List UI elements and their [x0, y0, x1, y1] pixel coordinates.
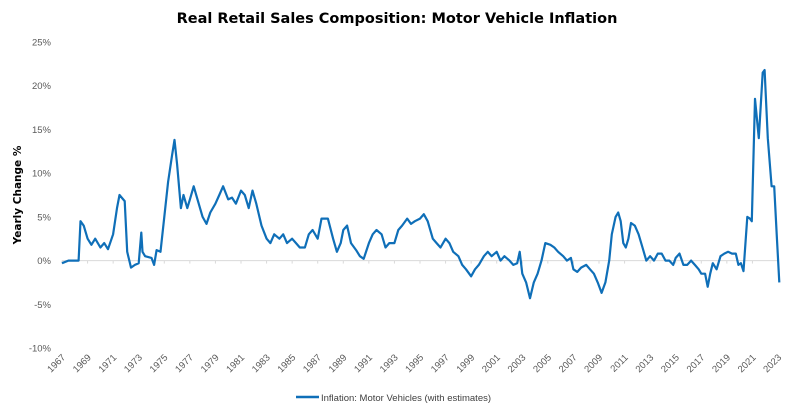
- chart-title: Real Retail Sales Composition: Motor Veh…: [177, 11, 618, 27]
- x-tick-label: 2021: [736, 352, 759, 375]
- x-tick-label: 2017: [685, 352, 708, 375]
- x-tick-label: 2015: [659, 352, 682, 375]
- x-tick-label: 2019: [710, 352, 733, 375]
- y-tick-label: 15%: [32, 125, 52, 136]
- y-tick-label: 5%: [37, 212, 51, 223]
- x-tick-label: 1969: [71, 352, 94, 375]
- y-tick-label: -5%: [34, 300, 51, 311]
- x-tick-label: 2001: [480, 352, 503, 375]
- x-tick-label: 1975: [148, 352, 171, 375]
- x-tick-label: 1981: [224, 352, 247, 375]
- y-tick-label: 10%: [32, 169, 52, 180]
- y-axis-label: Yearly Change %: [12, 145, 24, 245]
- x-tick-label: 2023: [761, 352, 784, 375]
- x-tick-label: 1979: [199, 352, 222, 375]
- x-tick-label: 1999: [455, 352, 478, 375]
- x-tick-label: 1983: [250, 352, 273, 375]
- x-tick-label: 1995: [403, 352, 426, 375]
- series-line-motor-vehicle-inflation: [61, 68, 781, 300]
- x-tick-label: 1971: [97, 352, 120, 375]
- y-tick-label: 20%: [32, 81, 52, 92]
- legend-label: Inflation: Motor Vehicles (with estimate…: [321, 393, 491, 404]
- x-tick-label: 1997: [429, 352, 452, 375]
- x-tick-label: 1987: [301, 352, 324, 375]
- y-tick-label: 25%: [32, 38, 52, 49]
- x-tick-label: 2005: [531, 352, 554, 375]
- x-tick-label: 1967: [45, 352, 68, 375]
- x-tick-label: 2013: [634, 352, 657, 375]
- y-tick-label: 0%: [37, 256, 51, 267]
- y-tick-label: -10%: [29, 344, 52, 355]
- legend: Inflation: Motor Vehicles (with estimate…: [296, 393, 491, 404]
- x-tick-label: 2007: [557, 352, 580, 375]
- x-tick-label: 1991: [352, 352, 375, 375]
- x-axis-ticks: 1967 1969 1971 1973 1975 1977 1979 1981 1983 1985…: [45, 260, 784, 375]
- y-axis-ticks: -10% -5% 0% 5% 10% 15% 20% 25%: [29, 38, 52, 355]
- x-tick-label: 1977: [173, 352, 196, 375]
- x-tick-label: 2003: [506, 352, 529, 375]
- x-tick-label: 2009: [582, 352, 605, 375]
- x-tick-label: 1993: [378, 352, 401, 375]
- x-tick-label: 1985: [276, 352, 299, 375]
- x-tick-label: 2011: [608, 352, 630, 374]
- x-tick-label: 1989: [327, 352, 350, 375]
- x-tick-label: 1973: [122, 352, 145, 375]
